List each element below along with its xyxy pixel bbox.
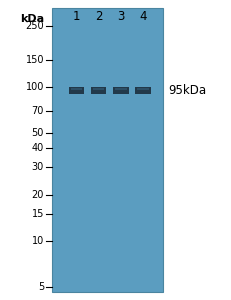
Text: 150: 150 (25, 55, 44, 65)
Bar (68, 87, 84, 94)
Text: kDa: kDa (20, 14, 44, 24)
Text: 4: 4 (139, 10, 146, 22)
Text: 20: 20 (31, 190, 44, 200)
Text: 30: 30 (32, 163, 44, 172)
Bar (91, 87, 106, 94)
Text: 70: 70 (31, 106, 44, 116)
Text: 5: 5 (38, 282, 44, 292)
Text: 1: 1 (72, 10, 80, 22)
Bar (112, 87, 128, 94)
Text: 40: 40 (32, 143, 44, 153)
Text: 95kDa: 95kDa (167, 84, 205, 97)
Text: 50: 50 (31, 128, 44, 138)
Text: 3: 3 (117, 10, 124, 22)
Text: 250: 250 (25, 21, 44, 31)
Bar (70, 88, 82, 90)
Bar (137, 88, 148, 90)
Text: 15: 15 (31, 209, 44, 219)
Bar (135, 87, 150, 94)
Text: 100: 100 (25, 82, 44, 92)
Text: 2: 2 (94, 10, 102, 22)
Bar (52, 8, 162, 292)
Text: 10: 10 (32, 236, 44, 246)
Bar (115, 88, 126, 90)
Bar (92, 88, 104, 90)
